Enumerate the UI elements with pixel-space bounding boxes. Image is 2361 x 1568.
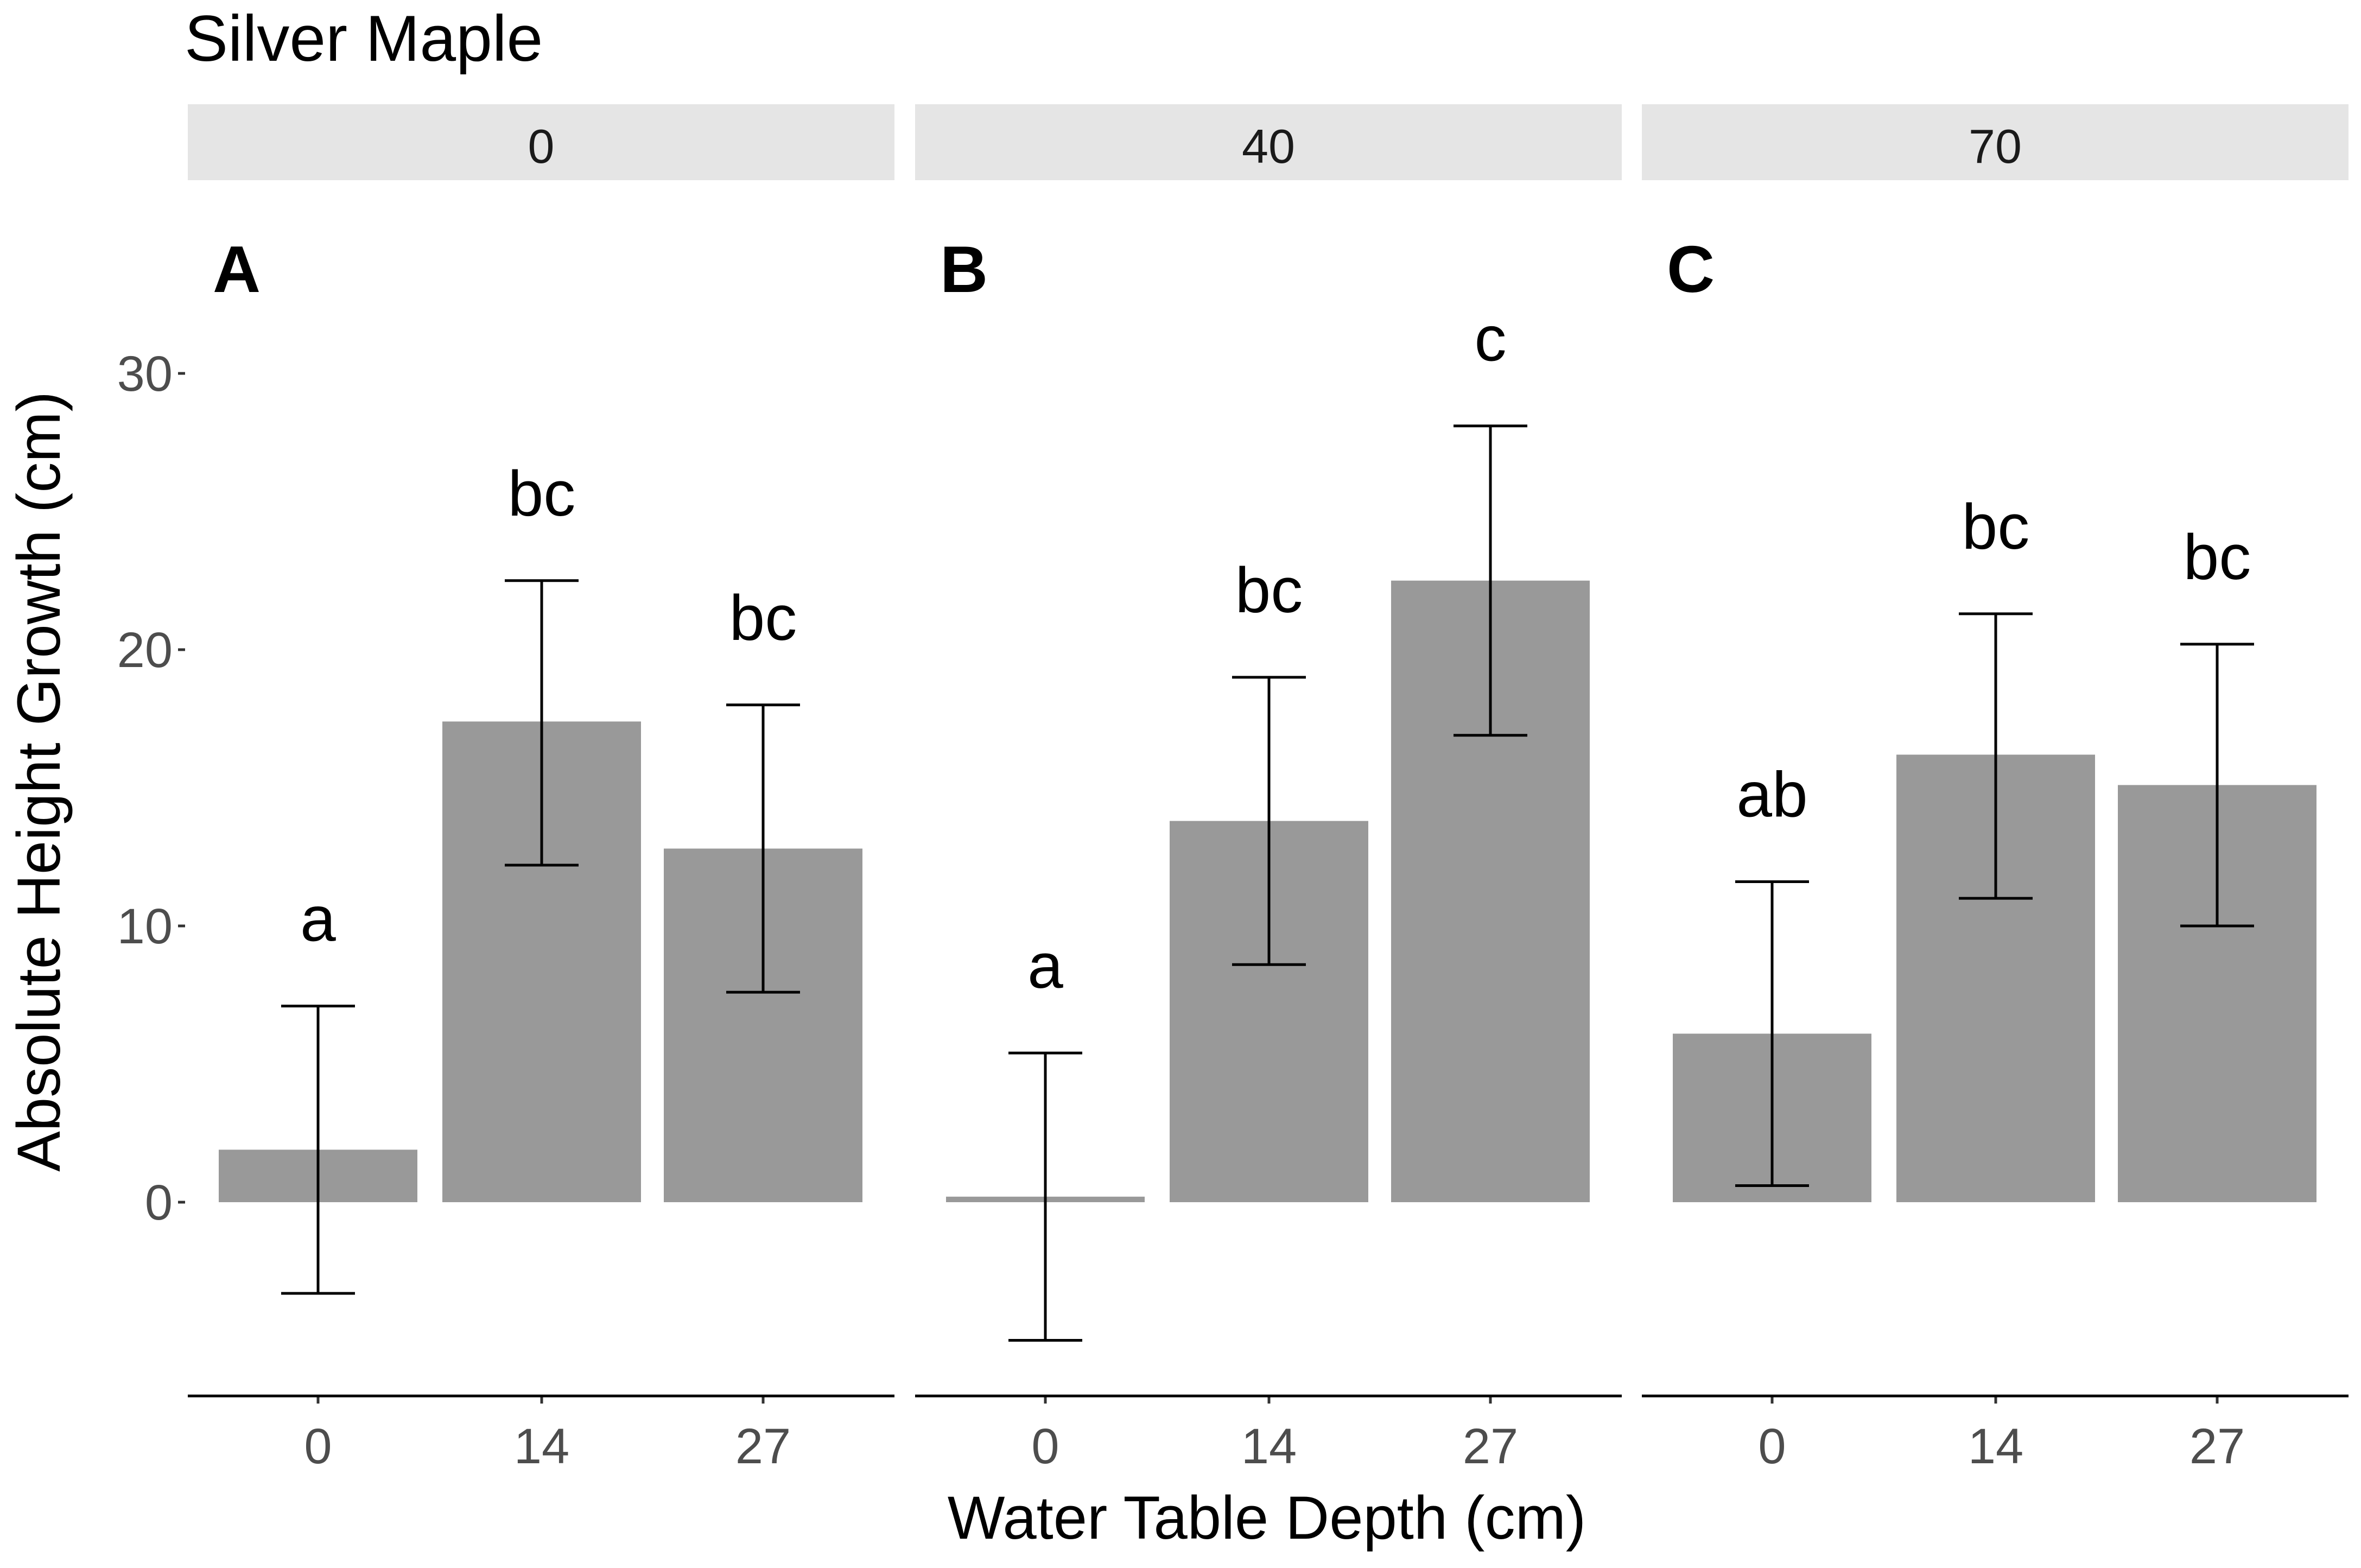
y-tick-label: 10 bbox=[117, 899, 173, 954]
group-letter: a bbox=[300, 884, 336, 955]
group-letter: bc bbox=[729, 582, 797, 654]
group-letter: a bbox=[1027, 930, 1063, 1002]
x-tick-label: 14 bbox=[1968, 1419, 2023, 1474]
facet-strip bbox=[1642, 104, 2349, 180]
group-letter: ab bbox=[1736, 759, 1807, 831]
chart-title: Silver Maple bbox=[185, 2, 543, 75]
x-tick-label: 27 bbox=[1463, 1419, 1518, 1474]
x-tick-label: 14 bbox=[1241, 1419, 1297, 1474]
facet-strip-label: 0 bbox=[528, 119, 555, 173]
panels-group: 0 Aa 0 bc 14 bc 27 40 Ba 0 bc 14 c 27 70 Cab 0 bc 14 bc 27 bbox=[188, 104, 2349, 1474]
y-axis-label: Absolute Height Growth (cm) bbox=[5, 391, 73, 1172]
x-tick-label: 0 bbox=[304, 1419, 332, 1474]
facet-strip-label: 40 bbox=[1242, 119, 1295, 173]
y-tick-label: 20 bbox=[117, 623, 173, 678]
x-tick-label: 14 bbox=[514, 1419, 569, 1474]
x-tick-label: 0 bbox=[1031, 1419, 1059, 1474]
facet-strip bbox=[915, 104, 1622, 180]
group-letter: bc bbox=[2184, 522, 2251, 593]
panel-letter: B bbox=[940, 232, 988, 306]
group-letter: bc bbox=[1962, 491, 2030, 563]
group-letter: bc bbox=[508, 458, 576, 530]
panel-b: 40 Ba 0 bc 14 c 27 bbox=[915, 104, 1622, 1474]
y-tick-label: 30 bbox=[117, 346, 173, 402]
x-tick-label: 27 bbox=[2189, 1419, 2245, 1474]
x-tick-label: 0 bbox=[1758, 1419, 1786, 1474]
panel-letter: A bbox=[213, 232, 261, 306]
x-axis-label: Water Table Depth (cm) bbox=[948, 1484, 1586, 1552]
y-tick-label: 0 bbox=[145, 1175, 173, 1230]
facet-strip bbox=[188, 104, 894, 180]
panel-letter: C bbox=[1667, 232, 1715, 306]
facet-strip-label: 70 bbox=[1969, 119, 2022, 173]
group-letter: bc bbox=[1235, 555, 1303, 626]
group-letter: c bbox=[1475, 303, 1507, 375]
x-tick-label: 27 bbox=[735, 1419, 791, 1474]
y-axis: 0 10 20 30 bbox=[117, 346, 185, 1230]
panel-c: 70 Cab 0 bc 14 bc 27 bbox=[1642, 104, 2349, 1474]
panel-a: 0 Aa 0 bc 14 bc 27 bbox=[188, 104, 894, 1474]
